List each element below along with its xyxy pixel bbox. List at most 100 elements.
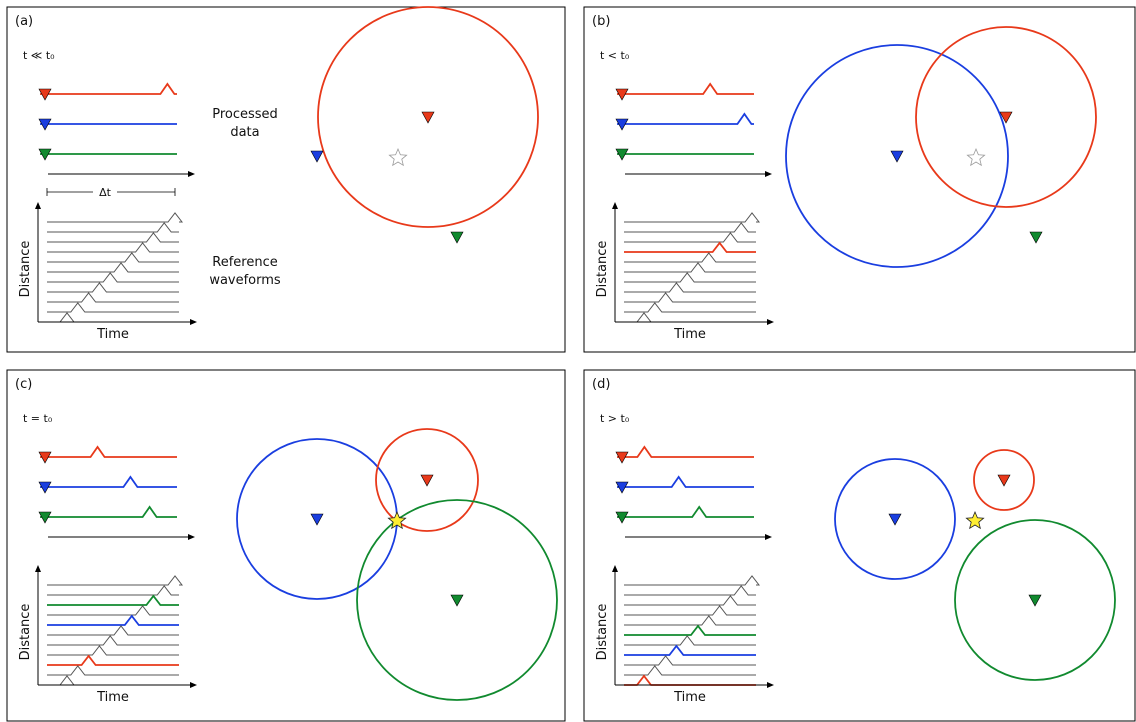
processed-data-label: data (230, 125, 259, 140)
trace-green (617, 505, 754, 518)
trace-green (40, 505, 177, 518)
station-blue-map-icon (890, 150, 904, 163)
distance-axis-label: Distance (595, 604, 610, 661)
epicenter-star-icon (388, 147, 408, 167)
reference-waveform-gray (47, 232, 179, 243)
panel-c: (c) t = t₀ Distance Time (6, 369, 566, 722)
distance-axis-label: Distance (18, 241, 33, 298)
reference-waveform-green (47, 594, 179, 606)
circle-red (317, 6, 539, 228)
reference-waveform-gray (47, 252, 179, 263)
panel-frame (583, 369, 1136, 722)
panel-a: (a) t ≪ t₀ Δt Processed data Reference wavefor… (6, 6, 566, 353)
panel-label: (d) (592, 377, 610, 392)
reference-waveform-gray (47, 282, 179, 293)
station-red-map-icon (997, 474, 1011, 487)
reference-waveform-blue (47, 614, 179, 626)
station-green-map-icon (1029, 231, 1043, 244)
reference-waveform-gray (47, 645, 179, 656)
panel-frame (6, 369, 566, 722)
reference-waveform-gray (624, 292, 756, 303)
reference-waveform-gray (47, 665, 179, 676)
time-axis-reference-head (767, 319, 774, 325)
distance-axis-head (612, 202, 618, 209)
reference-waveform-green (624, 624, 756, 636)
reference-waveform-gray (47, 605, 179, 616)
reference-waveform-gray (47, 575, 184, 586)
reference-waveform-gray (47, 302, 179, 313)
trace-red (617, 445, 754, 458)
reference-waveform-gray (624, 615, 756, 626)
delta-t-label: Δt (99, 186, 112, 199)
reference-waveform-red (624, 674, 756, 686)
station-red-map-icon (999, 111, 1013, 124)
trace-red (617, 82, 754, 95)
panel-label: (b) (592, 14, 610, 29)
station-red-map-icon (421, 111, 435, 124)
reference-waveform-gray (47, 635, 179, 646)
reference-waveform-gray (47, 292, 179, 303)
time-axis-processed-head (188, 171, 195, 177)
station-green-icon (615, 511, 629, 524)
reference-waveform-gray (624, 282, 756, 293)
station-red-icon (38, 88, 52, 101)
station-blue-icon (615, 481, 629, 494)
reference-waveform-gray (624, 665, 756, 676)
processed-data-label: Processed (212, 107, 278, 122)
reference-waveform-gray (624, 595, 756, 606)
reference-waveform-gray (47, 262, 179, 273)
time-axis-label: Time (673, 690, 706, 705)
time-axis-processed-head (765, 171, 772, 177)
reference-waveform-gray (47, 585, 179, 596)
station-red-icon (615, 88, 629, 101)
distance-axis-head (35, 565, 41, 572)
station-green-map-icon (450, 231, 464, 244)
station-red-icon (615, 451, 629, 464)
station-blue-icon (38, 118, 52, 131)
reference-waveform-gray (624, 262, 756, 273)
time-axis-reference-head (190, 682, 197, 688)
station-blue-map-icon (310, 150, 324, 163)
station-green-icon (615, 148, 629, 161)
time-relation: t < t₀ (600, 49, 630, 62)
reference-waveform-gray (624, 635, 756, 646)
time-relation: t ≪ t₀ (23, 49, 55, 62)
station-green-map-icon (450, 594, 464, 607)
reference-waveform-gray (47, 222, 179, 233)
reference-waveform-gray (47, 242, 179, 253)
circle-green (356, 499, 558, 701)
time-axis-reference-head (190, 319, 197, 325)
station-blue-map-icon (888, 513, 902, 526)
trace-blue (617, 475, 754, 488)
epicenter-star-icon (387, 510, 407, 530)
station-blue-icon (615, 118, 629, 131)
panel-d: (d) t > t₀ Distance Time (583, 369, 1136, 722)
time-axis-label: Time (673, 327, 706, 342)
time-relation: t = t₀ (23, 412, 53, 425)
reference-waveform-gray (624, 655, 756, 666)
station-green-map-icon (1028, 594, 1042, 607)
circle-green (954, 519, 1116, 681)
time-relation: t > t₀ (600, 412, 630, 425)
circle-red (915, 26, 1097, 208)
reference-waveform-gray (624, 252, 756, 263)
distance-axis-label: Distance (18, 604, 33, 661)
panel-label: (a) (15, 14, 33, 29)
circle-red (973, 449, 1035, 511)
reference-waveform-gray (624, 232, 756, 243)
reference-waveform-blue (624, 644, 756, 656)
distance-axis-head (612, 565, 618, 572)
panel-frame (583, 6, 1136, 353)
reference-waveform-gray (624, 222, 756, 233)
reference-waveform-gray (47, 212, 184, 223)
time-axis-processed-head (765, 534, 772, 540)
reference-waveforms-label: Reference (212, 255, 277, 270)
time-axis-label: Time (96, 327, 129, 342)
distance-axis-head (35, 202, 41, 209)
reference-waveform-gray (624, 605, 756, 616)
reference-waveforms-label: waveforms (209, 273, 281, 288)
station-blue-map-icon (310, 513, 324, 526)
reference-waveform-gray (47, 625, 179, 636)
reference-waveform-gray (47, 675, 179, 686)
